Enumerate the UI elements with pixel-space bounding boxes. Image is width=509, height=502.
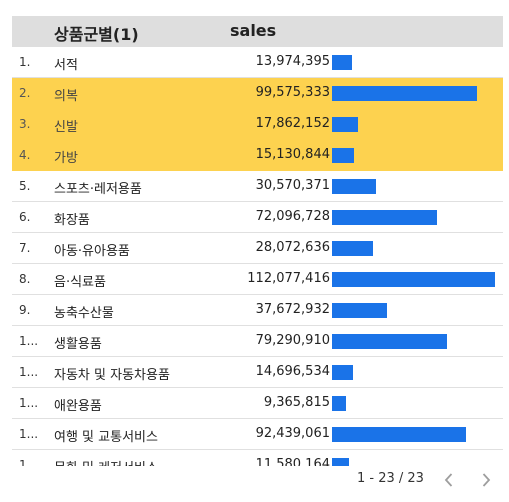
sales-bar (332, 396, 346, 411)
table-row[interactable]: 3. 신발 17,862,152 (12, 109, 503, 140)
row-index: 1... (19, 427, 39, 441)
pagination-label: 1 - 23 / 23 (357, 471, 424, 486)
row-index: 1... (19, 458, 39, 466)
chevron-right-icon (482, 473, 491, 487)
table-row[interactable]: 5. 스포츠·레저용품 30,570,371 (12, 171, 503, 202)
row-category: 가방 (54, 151, 78, 166)
row-index: 1. (19, 55, 31, 69)
sales-bar (332, 458, 349, 466)
previous-page-button[interactable] (438, 469, 460, 491)
sales-bar (332, 241, 373, 256)
table-footer: 1 - 23 / 23 (0, 466, 509, 502)
row-sales-value: 14,696,534 (255, 364, 330, 379)
row-index: 4. (19, 148, 31, 162)
sales-bar (332, 117, 358, 132)
row-category: 화장품 (54, 213, 90, 228)
table-header: 상품군별(1) sales (12, 16, 503, 47)
sales-bar (332, 148, 354, 163)
table-body: 1. 서적 13,974,395 2. 의복 99,575,333 3. 신발 17,862,1… (12, 47, 503, 466)
sales-bar (332, 210, 437, 225)
row-index: 3. (19, 117, 31, 131)
row-index: 1... (19, 396, 39, 410)
row-sales-value: 92,439,061 (255, 426, 330, 441)
sales-bar (332, 427, 466, 442)
row-index: 5. (19, 179, 31, 193)
table-row[interactable]: 2. 의복 99,575,333 (12, 78, 503, 109)
row-category: 자동차 및 자동차용품 (54, 368, 170, 383)
row-sales-value: 9,365,815 (263, 395, 330, 410)
row-category: 신발 (54, 120, 78, 135)
row-sales-value: 17,862,152 (255, 116, 330, 131)
table-row[interactable]: 1... 자동차 및 자동차용품 14,696,534 (12, 357, 503, 388)
row-index: 9. (19, 303, 31, 317)
row-category: 여행 및 교통서비스 (54, 430, 158, 445)
row-sales-value: 112,077,416 (247, 271, 330, 286)
row-sales-value: 30,570,371 (255, 178, 330, 193)
row-category: 문화 및 레저서비스 (54, 457, 158, 466)
row-sales-value: 13,974,395 (255, 54, 330, 69)
column-header-category[interactable]: 상품군별(1) (54, 25, 139, 44)
row-index: 7. (19, 241, 31, 255)
row-index: 2. (19, 86, 31, 100)
row-category: 의복 (54, 89, 78, 104)
table-row[interactable]: 4. 가방 15,130,844 (12, 140, 503, 171)
next-page-button[interactable] (475, 469, 497, 491)
row-index: 1... (19, 365, 39, 379)
sales-bar (332, 179, 376, 194)
row-category: 서적 (54, 58, 78, 73)
row-sales-value: 28,072,636 (255, 240, 330, 255)
row-sales-value: 11,580,164 (255, 457, 330, 466)
sales-bar (332, 365, 353, 380)
table-row[interactable]: 1... 여행 및 교통서비스 92,439,061 (12, 419, 503, 450)
chevron-left-icon (444, 473, 453, 487)
row-category: 스포츠·레저용품 (54, 182, 142, 197)
row-category: 아동·유아용품 (54, 244, 130, 259)
table-row[interactable]: 9. 농축수산물 37,672,932 (12, 295, 503, 326)
table-row[interactable]: 1... 문화 및 레저서비스 11,580,164 (12, 450, 503, 466)
data-table: 상품군별(1) sales 1. 서적 13,974,395 2. 의복 99,575,3… (12, 16, 503, 466)
row-sales-value: 99,575,333 (255, 85, 330, 100)
row-category: 농축수산물 (54, 306, 114, 321)
row-category: 애완용품 (54, 399, 102, 414)
row-index: 6. (19, 210, 31, 224)
row-index: 1... (19, 334, 39, 348)
row-category: 생활용품 (54, 337, 102, 352)
table-row[interactable]: 7. 아동·유아용품 28,072,636 (12, 233, 503, 264)
row-index: 8. (19, 272, 31, 286)
sales-bar (332, 55, 352, 70)
sales-bar (332, 334, 447, 349)
sales-bar (332, 303, 387, 318)
table-row[interactable]: 6. 화장품 72,096,728 (12, 202, 503, 233)
table-row[interactable]: 1. 서적 13,974,395 (12, 47, 503, 78)
column-header-sales[interactable]: sales (230, 21, 277, 40)
row-sales-value: 37,672,932 (255, 302, 330, 317)
table-row[interactable]: 8. 음·식료품 112,077,416 (12, 264, 503, 295)
row-category: 음·식료품 (54, 275, 106, 290)
row-sales-value: 15,130,844 (255, 147, 330, 162)
sales-bar (332, 86, 477, 101)
table-row[interactable]: 1... 생활용품 79,290,910 (12, 326, 503, 357)
row-sales-value: 79,290,910 (255, 333, 330, 348)
sales-bar (332, 272, 495, 287)
table-row[interactable]: 1... 애완용품 9,365,815 (12, 388, 503, 419)
row-sales-value: 72,096,728 (255, 209, 330, 224)
